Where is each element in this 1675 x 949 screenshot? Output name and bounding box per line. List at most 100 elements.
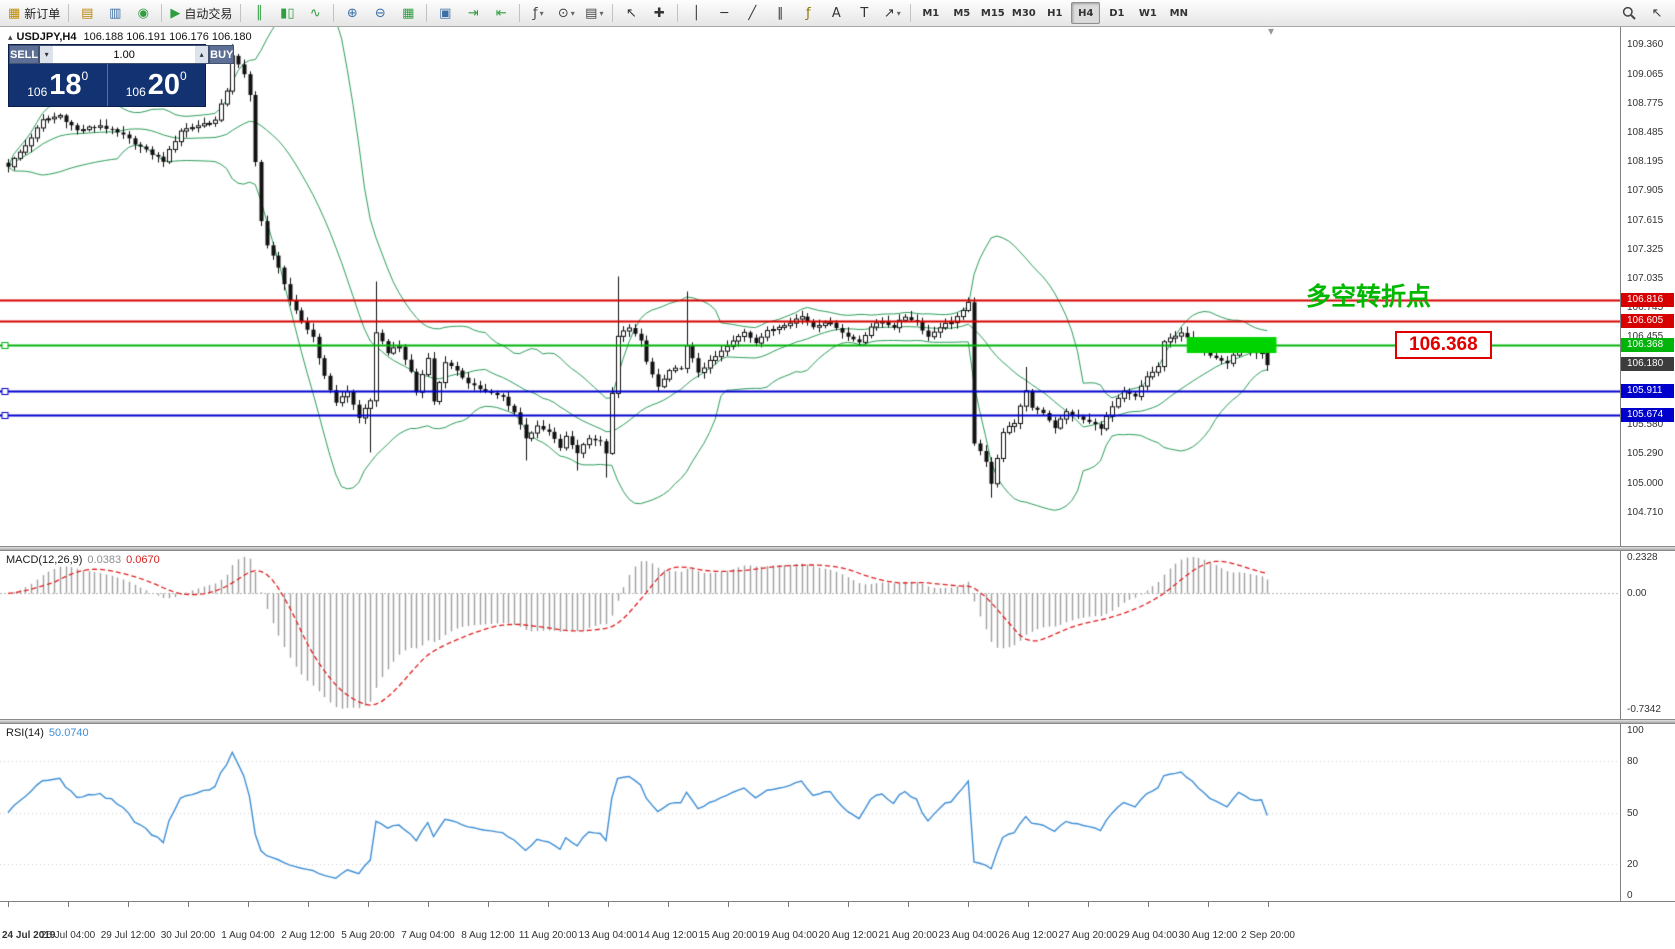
periods-icon[interactable]: ⊙ ▾ (552, 1, 580, 25)
buy-price-prefix: 106 (125, 85, 146, 99)
price-axis-label: 109.360 (1627, 39, 1664, 51)
new-order-button[interactable]: ▦ 新订单 (4, 1, 64, 25)
time-tick (728, 902, 729, 907)
sell-price[interactable]: 106 18 0 (9, 64, 107, 106)
time-axis-label: 29 Jul 12:00 (100, 930, 156, 941)
panel-splitter[interactable] (0, 719, 1675, 724)
macd-main-value: 0.0383 (87, 554, 122, 566)
rsi-panel: RSI(14) 50.0740 100 80 50 20 0 (0, 724, 1675, 901)
volume-stepper: ▾ ▴ (39, 45, 210, 64)
price-axis-label: 107.905 (1627, 185, 1664, 197)
auto-trading-button[interactable]: ▶ 自动交易 (166, 1, 236, 25)
fibonacci-icon[interactable]: ƒ (794, 1, 822, 25)
timeframe-m1-button[interactable]: M1 (922, 7, 940, 19)
time-tick (908, 902, 909, 907)
cursor-icon[interactable]: ↖ (617, 1, 645, 25)
auto-scroll-icon[interactable]: ⇥ (459, 1, 487, 25)
rsi-canvas[interactable] (0, 724, 1620, 901)
chevron-down-icon: ▾ (570, 8, 575, 18)
chart-shift-icon[interactable]: ⇤ (487, 1, 515, 25)
price-axis-label: 106.455 (1627, 331, 1664, 343)
price-axis-label: 107.325 (1627, 243, 1664, 255)
price-axis-label: 107.615 (1627, 214, 1664, 226)
timeframe-w1-button[interactable]: W1 (1138, 7, 1157, 19)
templates-icon[interactable]: ▤ ▾ (580, 1, 608, 25)
candlestick-chart-icon[interactable]: ▮▯ (273, 1, 301, 25)
time-axis-label: 5 Aug 20:00 (341, 930, 395, 941)
timeframe-m5-button[interactable]: M5 (953, 7, 971, 19)
chevron-down-icon: ▾ (599, 8, 604, 18)
time-tick (548, 902, 549, 907)
timeframe-m15-button[interactable]: M15 (980, 7, 1005, 19)
volume-input[interactable] (53, 46, 196, 63)
timeframe-m30-button[interactable]: M30 (1011, 7, 1036, 19)
timeframe-mn-button[interactable]: MN (1169, 7, 1188, 19)
rsi-axis-label: 100 (1627, 725, 1644, 736)
label-icon[interactable]: T (850, 1, 878, 25)
indicators-icon[interactable]: ƒ ▾ (524, 1, 552, 25)
line-chart-icon[interactable]: ∿ (301, 1, 329, 25)
pointer-button[interactable]: ↖ (1643, 1, 1671, 25)
periods-icon-glyph: ⊙ (557, 5, 569, 21)
sell-price-prefix: 106 (27, 85, 48, 99)
volume-down-button[interactable]: ▾ (40, 46, 54, 63)
price-axis-label: 105.290 (1627, 448, 1664, 460)
time-axis-label: 13 Aug 04:00 (578, 930, 638, 941)
rsi-plot: RSI(14) 50.0740 (0, 724, 1620, 901)
time-tick (1208, 902, 1209, 907)
zoom-in-icon[interactable]: ⊕ (338, 1, 366, 25)
grid-icon[interactable]: ▦ (394, 1, 422, 25)
profiles-icon[interactable]: ▥ (101, 1, 129, 25)
label-icon-glyph: T (860, 5, 869, 21)
charts-icon[interactable]: ▤ (73, 1, 101, 25)
search-button[interactable] (1615, 1, 1643, 25)
symbol-name: USDJPY,H4 (16, 31, 77, 43)
timeframe-d1-button[interactable]: D1 (1109, 7, 1125, 19)
symbol-collapse-icon[interactable]: ▴ (8, 31, 13, 42)
pointer-icon: ↖ (1651, 5, 1663, 21)
horizontal-line-icon[interactable]: ─ (710, 1, 738, 25)
channel-icon[interactable]: ∥ (766, 1, 794, 25)
tile-windows-icon[interactable]: ▣ (431, 1, 459, 25)
crosshair-icon[interactable]: ✚ (645, 1, 673, 25)
buy-price-main: 20 (147, 69, 181, 101)
toolbar-right: ↖ (1615, 1, 1671, 25)
line-chart-icon-glyph: ∿ (309, 5, 321, 21)
arrows-icon[interactable]: ↗ ▾ (878, 1, 906, 25)
timeframe-h1-button[interactable]: H1 (1047, 7, 1063, 19)
main-chart-canvas[interactable] (0, 27, 1620, 546)
trendline-icon[interactable]: ╱ (738, 1, 766, 25)
time-tick (968, 902, 969, 907)
time-axis-label: 24 Jul 2019 (2, 930, 56, 941)
chart-shift-marker[interactable]: ▾ (1268, 27, 1275, 38)
volume-up-button[interactable]: ▴ (195, 46, 209, 63)
refresh-icon[interactable]: ◉ (129, 1, 157, 25)
time-axis-label: 21 Aug 20:00 (878, 930, 938, 941)
time-tick (488, 902, 489, 907)
macd-canvas[interactable] (0, 551, 1620, 719)
rsi-value: 50.0740 (48, 727, 89, 739)
price-axis-label: 105.000 (1627, 477, 1664, 489)
vertical-line-icon[interactable]: │ (682, 1, 710, 25)
rsi-axis-label: 0 (1627, 890, 1633, 901)
panel-splitter[interactable] (0, 546, 1675, 551)
price-marker-105.674: 105.674 (1621, 407, 1674, 422)
time-axis[interactable]: 24 Jul 2019 26 Jul 04:00 29 Jul 12:00 30 Ju… (0, 901, 1675, 947)
sell-price-main: 18 (49, 69, 82, 101)
time-tick (1148, 902, 1149, 907)
toolbar-separator (426, 4, 428, 22)
toolbar-separator (333, 4, 335, 22)
crosshair-icon-glyph: ✚ (653, 5, 665, 21)
macd-signal-value: 0.0670 (126, 554, 160, 566)
price-marker-106.180: 106.180 (1621, 356, 1674, 371)
text-icon[interactable]: A (822, 1, 850, 25)
buy-price[interactable]: 106 20 0 (106, 64, 206, 106)
macd-axis-label: -0.7342 (1627, 703, 1661, 715)
bar-chart-icon[interactable]: ║ (245, 1, 273, 25)
zoom-out-icon[interactable]: ⊖ (366, 1, 394, 25)
timeframe-h4-button[interactable]: H4 (1071, 2, 1101, 24)
price-axis[interactable]: 109.360 109.065 108.775 108.485 108.195 107.9… (1620, 27, 1675, 546)
time-axis-label: 2 Aug 12:00 (281, 930, 335, 941)
sell-button[interactable]: SELL (9, 45, 40, 64)
buy-button[interactable]: BUY (209, 45, 235, 64)
